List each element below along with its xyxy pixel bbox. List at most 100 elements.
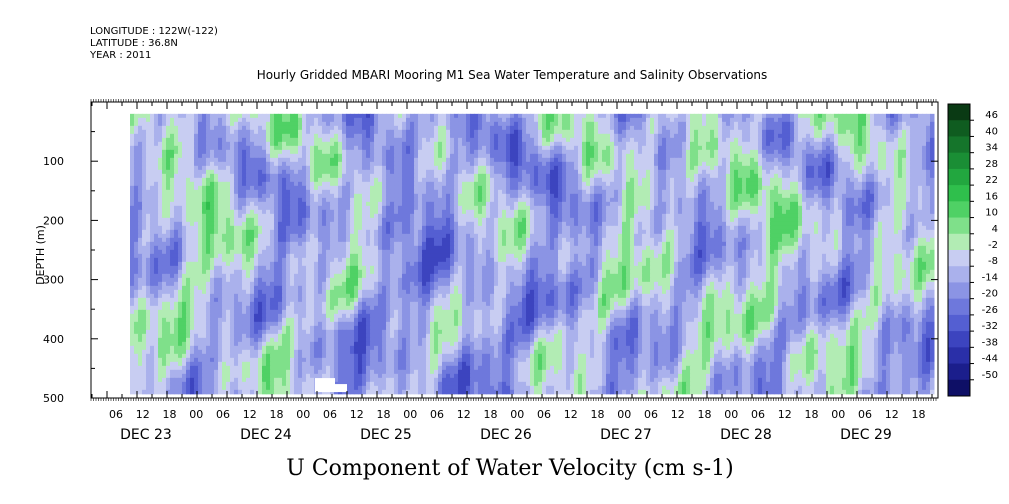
heatmap-cell [454,133,459,139]
heatmap-cell [706,133,711,139]
heatmap-cell [786,173,791,179]
heatmap-cell [338,185,343,191]
heatmap-cell [878,121,883,127]
heatmap-cell [438,125,443,131]
heatmap-cell [626,157,631,163]
heatmap-cell [686,181,691,187]
heatmap-cell [230,145,235,151]
heatmap-cell [730,165,735,171]
heatmap-cell [886,125,891,131]
heatmap-cell [898,149,903,155]
heatmap-cell [706,173,711,179]
heatmap-cell [490,121,495,127]
heatmap-cell [914,141,919,147]
heatmap-cell [430,145,435,151]
heatmap-cell [466,205,471,211]
heatmap-cell [378,125,383,131]
heatmap-cell [134,189,139,195]
heatmap-cell [914,149,919,155]
heatmap-cell [730,121,735,127]
heatmap-cell [482,161,487,167]
heatmap-cell [842,141,847,147]
heatmap-cell [186,145,191,151]
heatmap-cell [226,145,231,151]
heatmap-cell [638,177,643,183]
heatmap-cell [238,145,243,151]
heatmap-cell [878,125,883,131]
heatmap-cell [258,133,263,139]
heatmap-cell [390,153,395,159]
heatmap-cell [198,165,203,171]
heatmap-cell [798,165,803,171]
heatmap-cell [522,161,527,167]
heatmap-cell [726,129,731,135]
heatmap-cell [182,121,187,127]
heatmap-cell [182,113,187,119]
heatmap-cell [546,133,551,139]
heatmap-cell [734,209,739,215]
heatmap-cell [662,141,667,147]
heatmap-cell [454,181,459,187]
heatmap-cell [714,129,719,135]
heatmap-cell [914,177,919,183]
heatmap-cell [778,185,783,191]
heatmap-cell [906,197,911,203]
heatmap-cell [854,133,859,139]
heatmap-cell [750,161,755,167]
heatmap-cell [374,121,379,127]
heatmap-cell [638,201,643,207]
heatmap-cell [158,125,163,131]
heatmap-cell [738,201,743,207]
heatmap-cell [826,181,831,187]
heatmap-cell [390,149,395,155]
heatmap-cell [402,165,407,171]
heatmap-cell [690,161,695,167]
heatmap-cell [758,145,763,151]
heatmap-cell [162,157,167,163]
heatmap-cell [678,205,683,211]
heatmap-cell [502,149,507,155]
heatmap-cell [354,205,359,211]
heatmap-cell [922,173,927,179]
heatmap-cell [650,145,655,151]
heatmap-cell [718,165,723,171]
heatmap-cell [526,153,531,159]
heatmap-cell [270,157,275,163]
heatmap-cell [134,193,139,199]
heatmap-cell [502,177,507,183]
heatmap-cell [414,149,419,155]
heatmap-cell [762,153,767,159]
heatmap-cell [206,153,211,159]
heatmap-cell [374,193,379,199]
heatmap-cell [554,161,559,167]
heatmap-cell [822,201,827,207]
heatmap-cell [322,161,327,167]
heatmap-cell [846,149,851,155]
heatmap-cell [674,133,679,139]
heatmap-cell [662,189,667,195]
heatmap-cell [622,209,627,215]
heatmap-cell [686,173,691,179]
heatmap-cell [150,201,155,207]
heatmap-cell [366,173,371,179]
heatmap-cell [462,133,467,139]
heatmap-cell [346,149,351,155]
heatmap-cell [354,165,359,171]
heatmap-cell [530,193,535,199]
heatmap-cell [334,165,339,171]
heatmap-cell [614,113,619,119]
heatmap-cell [286,197,291,203]
heatmap-cell [362,145,367,151]
heatmap-cell [178,185,183,191]
heatmap-cell [306,201,311,207]
heatmap-cell [222,125,227,131]
heatmap-cell [338,153,343,159]
heatmap-cell [922,157,927,163]
heatmap-cell [290,117,295,123]
heatmap-cell [178,169,183,175]
heatmap-cell [646,165,651,171]
heatmap-cell [282,209,287,215]
heatmap-cell [450,189,455,195]
heatmap-cell [370,133,375,139]
heatmap-cell [506,157,511,163]
